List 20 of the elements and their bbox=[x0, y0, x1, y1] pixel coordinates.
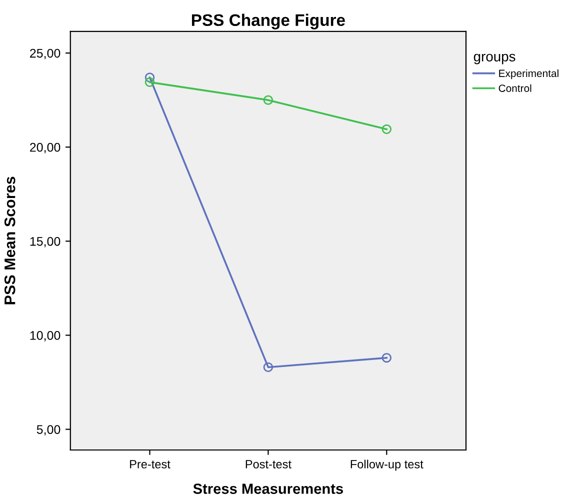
point bbox=[382, 352, 392, 363]
y-tick-label: 5,00 bbox=[36, 425, 60, 436]
point bbox=[263, 95, 274, 105]
point bbox=[144, 72, 155, 82]
legend-label: Experimental bbox=[499, 69, 558, 80]
legend-label: Control bbox=[498, 84, 532, 92]
x-tick-label: Follow-up test bbox=[350, 460, 424, 471]
point bbox=[382, 124, 392, 134]
y-tick-label: 25,00 bbox=[30, 48, 60, 60]
x-axis-title: Stress Measurements bbox=[193, 484, 343, 494]
y-tick-label: 15,00 bbox=[30, 236, 60, 248]
y-tick-label: 20,00 bbox=[30, 142, 60, 154]
x-tick-label: Pre-test bbox=[130, 460, 170, 468]
point bbox=[144, 77, 155, 88]
x-tick-label: Post-test bbox=[246, 460, 292, 468]
y-axis-title: PSS Mean Scores bbox=[4, 176, 16, 304]
point bbox=[263, 362, 274, 372]
chart-title: PSS Change Figure bbox=[192, 14, 345, 30]
legend-title: groups bbox=[474, 54, 516, 64]
y-tick-label: 10,00 bbox=[30, 331, 60, 342]
